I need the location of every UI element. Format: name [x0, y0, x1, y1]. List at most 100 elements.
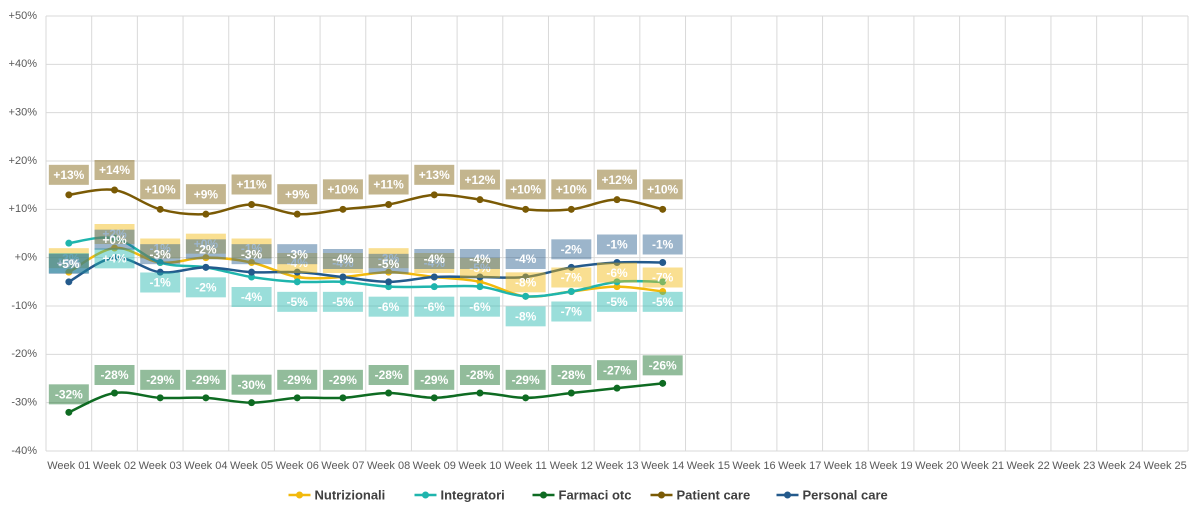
- data-label-box: [322, 249, 363, 269]
- data-label-box: [368, 253, 409, 274]
- point: [111, 254, 119, 262]
- y-tick-label: +40%: [9, 58, 38, 70]
- data-label: -29%: [420, 373, 448, 387]
- point: [567, 205, 575, 213]
- y-tick-label: -20%: [11, 348, 37, 360]
- legend-label: Patient care: [677, 487, 751, 502]
- x-tick-label: Week 10: [458, 460, 501, 472]
- data-label: -28%: [557, 368, 585, 382]
- data-label-box: [322, 369, 363, 390]
- data-label-box: [185, 233, 226, 254]
- data-label-box: [140, 244, 181, 265]
- data-label: -7%: [652, 271, 674, 285]
- point: [202, 210, 210, 218]
- point: [522, 205, 530, 213]
- point: [65, 278, 73, 286]
- x-tick-label: Week 02: [93, 460, 136, 472]
- data-label: -1%: [241, 242, 263, 256]
- data-label-box: [459, 169, 500, 190]
- point: [248, 273, 256, 281]
- point: [293, 268, 301, 276]
- data-label: +12%: [601, 173, 632, 187]
- x-tick-label: Week 06: [276, 460, 319, 472]
- data-label: -32%: [55, 388, 83, 402]
- point: [567, 389, 575, 397]
- data-label: +13%: [419, 168, 450, 182]
- x-tick-label: Week 04: [184, 460, 227, 472]
- point: [202, 263, 210, 271]
- data-label: -1%: [150, 276, 172, 290]
- data-label: -5%: [58, 257, 80, 271]
- point: [248, 259, 256, 266]
- x-tick-label: Week 17: [778, 460, 821, 472]
- legend-label: Nutrizionali: [315, 487, 386, 502]
- x-tick-label: Week 16: [732, 460, 775, 472]
- point: [522, 394, 530, 402]
- data-label-box: [459, 249, 500, 269]
- data-label-box: [277, 184, 318, 205]
- point: [430, 394, 438, 402]
- data-label-box: [231, 238, 272, 259]
- data-label: +11%: [373, 178, 404, 192]
- x-tick-label: Week 19: [869, 460, 912, 472]
- data-label: -4%: [332, 252, 354, 266]
- point: [156, 259, 164, 266]
- data-label: -29%: [192, 373, 220, 387]
- data-label: -27%: [603, 363, 631, 377]
- data-label-box: [505, 369, 546, 390]
- data-label-box: [94, 160, 135, 180]
- data-label: -4%: [332, 256, 354, 270]
- data-label: +10%: [145, 183, 176, 197]
- x-tick-label: Week 14: [641, 460, 684, 472]
- point: [430, 283, 438, 291]
- data-label-box: [48, 384, 89, 405]
- y-tick-label: +50%: [9, 10, 38, 22]
- point: [111, 389, 119, 397]
- legend-label: Integratori: [441, 487, 505, 502]
- data-label-box: [48, 248, 89, 269]
- data-label: +11%: [236, 178, 267, 192]
- data-label: -29%: [329, 373, 357, 387]
- data-label-box: [231, 287, 272, 307]
- point: [339, 205, 347, 213]
- point: [430, 191, 438, 199]
- x-tick-label: Week 05: [230, 460, 273, 472]
- data-label: -3%: [150, 247, 172, 261]
- data-label-box: [322, 179, 363, 200]
- point: [202, 254, 210, 262]
- data-label: -8%: [515, 276, 537, 290]
- data-label: -1%: [652, 238, 674, 252]
- data-label: -5%: [287, 295, 309, 309]
- data-label: -3%: [58, 251, 80, 265]
- data-label-box: [48, 253, 89, 274]
- legend-label: Personal care: [803, 487, 888, 502]
- data-label: -2%: [561, 243, 583, 257]
- x-tick-label: Week 20: [915, 460, 958, 472]
- data-label-box: [551, 179, 592, 200]
- data-label-box: [551, 301, 592, 322]
- x-tick-label: Week 08: [367, 460, 410, 472]
- x-tick-label: Week 18: [824, 460, 867, 472]
- point: [659, 288, 667, 295]
- legend-swatch-dot: [784, 491, 791, 499]
- x-tick-label: Week 24: [1098, 460, 1141, 472]
- data-label: -26%: [649, 359, 677, 373]
- data-label-box: [277, 253, 318, 273]
- y-tick-label: -10%: [11, 300, 37, 312]
- point: [248, 268, 256, 276]
- x-tick-label: Week 07: [321, 460, 364, 472]
- legend-label: Farmaci otc: [559, 487, 632, 502]
- point: [613, 196, 621, 204]
- data-label: -4%: [424, 256, 446, 270]
- data-label-box: [48, 253, 89, 274]
- point: [522, 273, 530, 281]
- x-tick-label: Week 12: [550, 460, 593, 472]
- data-label: -3%: [378, 251, 400, 265]
- x-tick-label: Week 23: [1052, 460, 1095, 472]
- point: [156, 268, 164, 276]
- data-label-box: [231, 374, 272, 395]
- point: [111, 244, 119, 252]
- point: [385, 201, 393, 208]
- data-label: -28%: [101, 368, 129, 382]
